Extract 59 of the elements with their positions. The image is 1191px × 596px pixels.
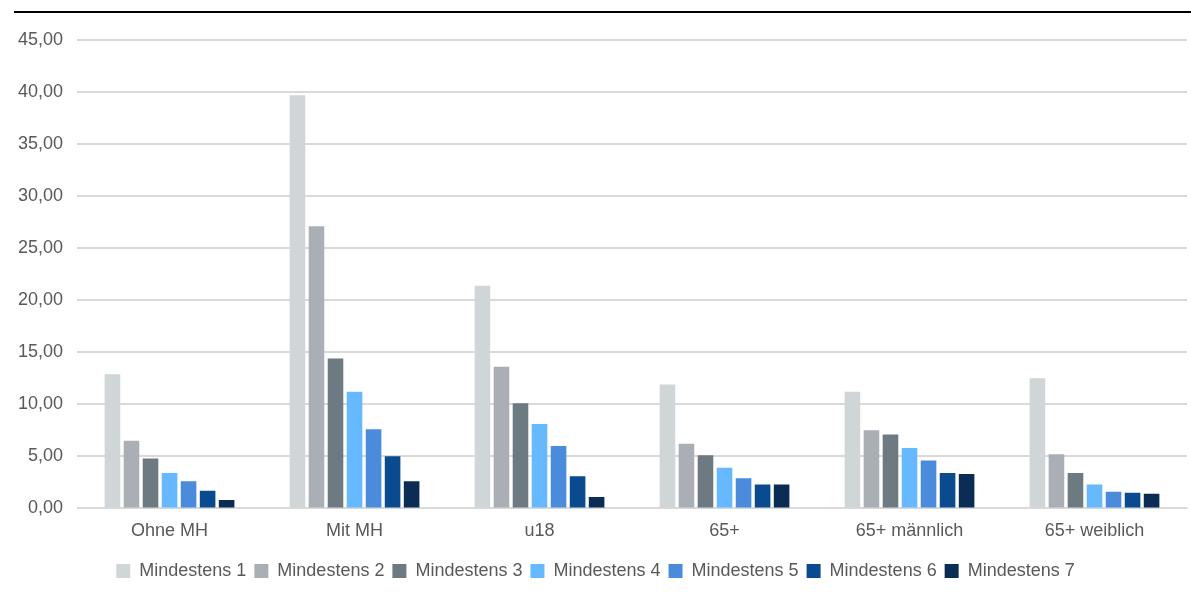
bar	[308, 226, 325, 508]
bar	[531, 424, 548, 508]
bar	[218, 500, 235, 508]
y-tick-label: 45,00	[18, 28, 64, 49]
bar	[735, 478, 752, 508]
bar	[199, 490, 216, 508]
bar	[142, 458, 159, 508]
y-tick-label: 40,00	[18, 81, 64, 102]
bar	[863, 430, 880, 508]
legend-label: Mindestens 2	[277, 559, 385, 580]
bar	[1086, 484, 1103, 508]
bar	[569, 476, 586, 508]
x-tick-label: Mit MH	[326, 520, 384, 541]
x-tick-label: Ohne MH	[131, 520, 209, 541]
legend-label: Mindestens 5	[691, 559, 799, 580]
bar	[180, 481, 197, 508]
bar	[346, 391, 363, 508]
bar	[123, 440, 140, 508]
x-tick-label: 65+ weiblich	[1044, 520, 1145, 541]
bar	[1067, 473, 1084, 508]
bar	[365, 429, 382, 508]
y-tick-label: 30,00	[18, 185, 64, 206]
y-tick-label: 10,00	[18, 393, 64, 414]
y-tick-label: 15,00	[18, 341, 64, 362]
x-tick-label: u18	[524, 520, 555, 541]
bar	[1048, 454, 1065, 508]
bar	[939, 473, 956, 508]
y-tick-label: 35,00	[18, 133, 64, 154]
bar	[403, 481, 420, 508]
bar	[327, 358, 344, 508]
bar	[754, 484, 771, 508]
bar	[678, 443, 695, 508]
bar	[716, 467, 733, 508]
y-tick-label: 5,00	[28, 445, 64, 466]
bar	[1124, 492, 1141, 508]
bar	[773, 484, 790, 508]
legend-label: Mindestens 3	[415, 559, 523, 580]
bar	[1105, 491, 1122, 508]
bar	[958, 474, 975, 508]
y-tick-label: 25,00	[18, 237, 64, 258]
bar	[161, 473, 178, 508]
y-tick-label: 0,00	[28, 497, 64, 518]
bar	[1143, 493, 1160, 508]
bar	[588, 496, 605, 508]
legend-label: Mindestens 6	[829, 559, 937, 580]
bar	[920, 460, 937, 508]
bar	[882, 434, 899, 508]
bar	[493, 366, 510, 508]
bar	[384, 456, 401, 508]
bar	[697, 455, 714, 508]
legend-label: Mindestens 7	[967, 559, 1075, 580]
y-tick-label: 20,00	[18, 289, 64, 310]
legend-label: Mindestens 1	[139, 559, 247, 580]
bar	[901, 448, 918, 508]
bar	[512, 403, 529, 508]
bar	[550, 445, 567, 508]
legend-label: Mindestens 4	[553, 559, 661, 580]
x-tick-label: 65+ männlich	[855, 520, 964, 541]
x-tick-label: 65+	[709, 520, 740, 541]
